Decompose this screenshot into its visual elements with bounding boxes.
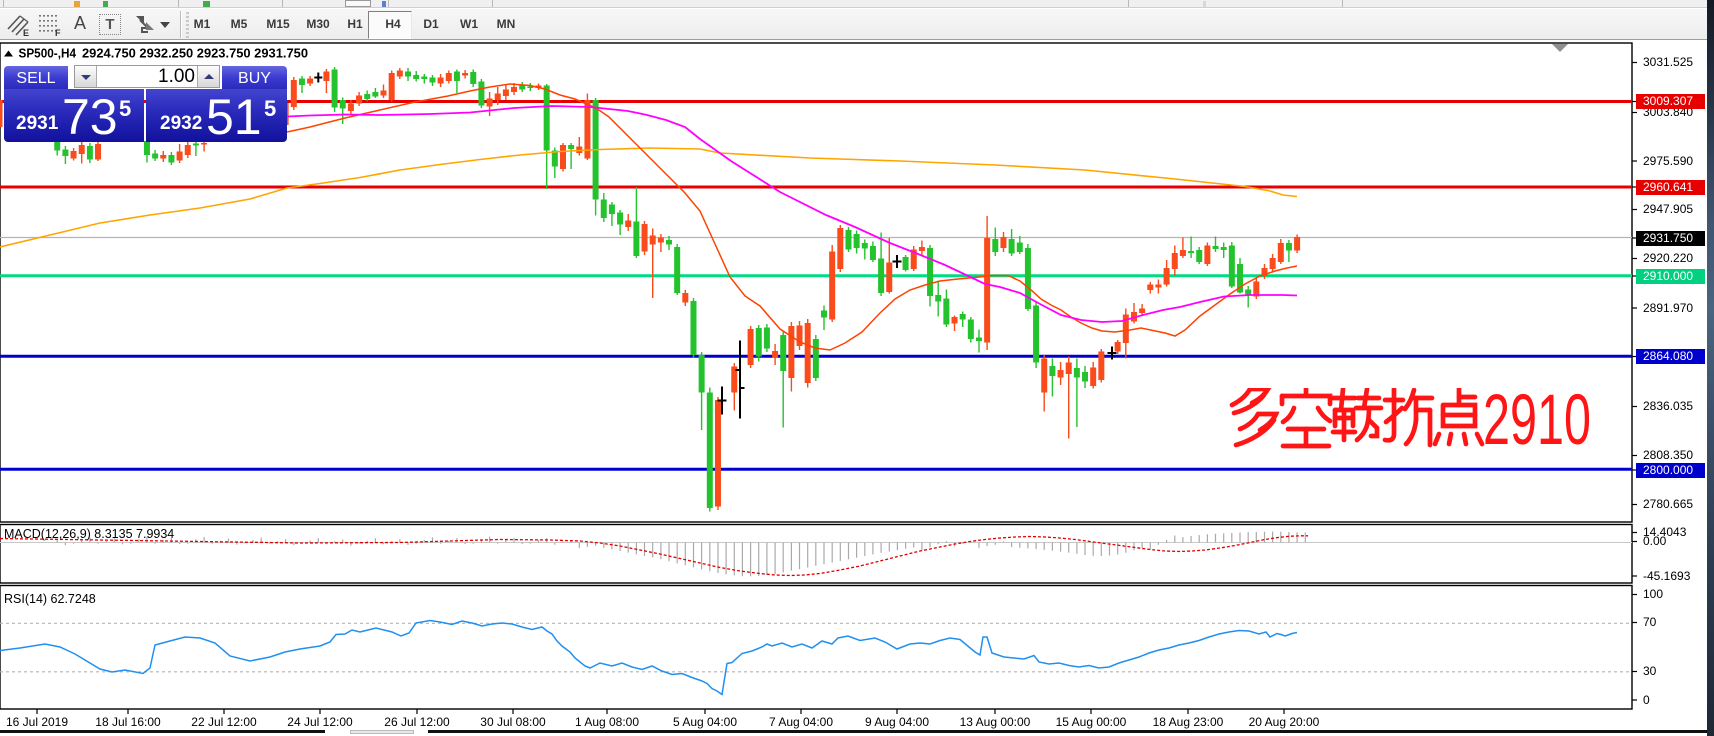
svg-text:2910: 2910 (1483, 388, 1591, 450)
svg-text:F: F (55, 28, 61, 37)
svg-text:2924.750 2932.250 2923.750 293: 2924.750 2932.250 2923.750 2931.750 (82, 46, 308, 61)
svg-text:SP500-,H4: SP500-,H4 (19, 46, 77, 61)
svg-text:E: E (23, 28, 29, 37)
